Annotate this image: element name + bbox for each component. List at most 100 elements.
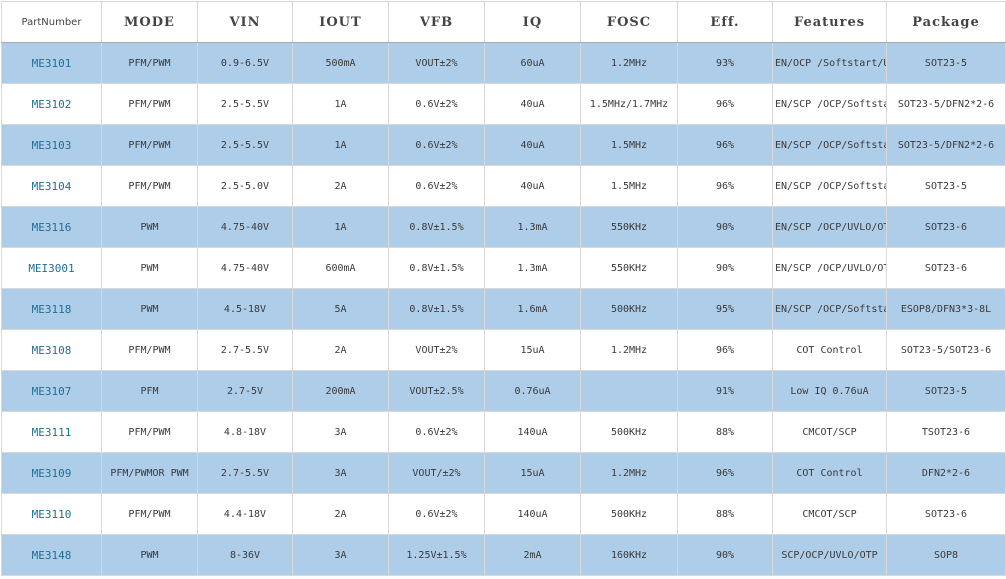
package-cell: DFN2*2-6 [886, 452, 1006, 494]
package-cell: SOT23-5 [886, 165, 1006, 207]
part-number-link[interactable]: ME3108 [1, 329, 102, 371]
part-number-link[interactable]: ME3148 [1, 534, 102, 576]
iq-cell: 40uA [484, 83, 581, 125]
part-number-link[interactable]: ME3116 [1, 206, 102, 248]
features-cell: EN/SCP /OCP/UVLO/OTP [772, 247, 887, 289]
mode-cell: PWM [101, 288, 198, 330]
iout-cell: 600mA [292, 247, 389, 289]
part-number-link[interactable]: MEI3001 [1, 247, 102, 289]
vin-cell: 4.75-40V [197, 206, 293, 248]
fosc-cell: 500KHz [580, 411, 678, 453]
vfb-cell: VOUT±2.5% [388, 370, 485, 412]
mode-cell: PFM/PWM [101, 411, 198, 453]
efficiency-cell: 96% [677, 452, 773, 494]
column-header-fosc: FOSC [580, 1, 678, 43]
mode-cell: PFM [101, 370, 198, 412]
table-row: ME3118 PWM 4.5-18V 5A 0.8V±1.5% 1.6mA 500KHz 95… [1, 288, 1006, 330]
table-row: ME3111 PFM/PWM 4.8-18V 3A 0.6V±2% 140uA 500KHz… [1, 411, 1006, 453]
efficiency-cell: 93% [677, 42, 773, 84]
iout-cell: 3A [292, 452, 389, 494]
part-number-link[interactable]: ME3107 [1, 370, 102, 412]
package-cell: SOT23-5/SOT23-6 [886, 329, 1006, 371]
package-cell: SOT23-5/DFN2*2-6 [886, 124, 1006, 166]
table-row: ME3102 PFM/PWM 2.5-5.5V 1A 0.6V±2% 40uA 1.5MHz… [1, 83, 1006, 125]
efficiency-cell: 90% [677, 534, 773, 576]
iout-cell: 5A [292, 288, 389, 330]
fosc-cell: 1.5MHz/1.7MHz [580, 83, 678, 125]
vfb-cell: 0.8V±1.5% [388, 288, 485, 330]
column-header-eff: Eff. [677, 1, 773, 43]
efficiency-cell: 96% [677, 165, 773, 207]
features-cell: EN/SCP /OCP/Softstart/OTP [772, 124, 887, 166]
mode-cell: PFM/PWM [101, 165, 198, 207]
table-row: ME3110 PFM/PWM 4.4-18V 2A 0.6V±2% 140uA 500KHz… [1, 493, 1006, 535]
features-cell: EN/SCP /OCP/UVLO/OTP [772, 206, 887, 248]
part-number-link[interactable]: ME3111 [1, 411, 102, 453]
vfb-cell: VOUT/±2% [388, 452, 485, 494]
column-header-vin: VIN [197, 1, 293, 43]
vfb-cell: VOUT±2% [388, 329, 485, 371]
table-body: ME3101 PFM/PWM 0.9-6.5V 500mA VOUT±2% 60uA 1.2… [1, 42, 1006, 576]
fosc-cell: 160KHz [580, 534, 678, 576]
column-header-features: Features [772, 1, 887, 43]
features-cell: Low IQ 0.76uA [772, 370, 887, 412]
vfb-cell: 0.8V±1.5% [388, 206, 485, 248]
part-number-link[interactable]: ME3103 [1, 124, 102, 166]
package-cell: SOT23-5/DFN2*2-6 [886, 83, 1006, 125]
iq-cell: 40uA [484, 124, 581, 166]
features-cell: EN/SCP /OCP/Softstart/OTP [772, 165, 887, 207]
features-cell: EN/OCP /Softstart/UVLO [772, 42, 887, 84]
table-header-row: PartNumber MODE VIN IOUT VFB IQ FOSC Eff… [1, 1, 1006, 43]
features-cell: COT Control [772, 329, 887, 371]
iq-cell: 15uA [484, 329, 581, 371]
vin-cell: 2.7-5V [197, 370, 293, 412]
iout-cell: 500mA [292, 42, 389, 84]
part-number-link[interactable]: ME3101 [1, 42, 102, 84]
fosc-cell: 1.2MHz [580, 452, 678, 494]
features-cell: EN/SCP /OCP/Softstart/OTP [772, 83, 887, 125]
part-number-link[interactable]: ME3104 [1, 165, 102, 207]
table-row: ME3107 PFM 2.7-5V 200mA VOUT±2.5% 0.76uA 91% Lo… [1, 370, 1006, 412]
iout-cell: 1A [292, 206, 389, 248]
package-cell: SOT23-6 [886, 206, 1006, 248]
efficiency-cell: 91% [677, 370, 773, 412]
iq-cell: 140uA [484, 493, 581, 535]
column-header-iout: IOUT [292, 1, 389, 43]
column-header-package: Package [886, 1, 1006, 43]
mode-cell: PWM [101, 534, 198, 576]
features-cell: EN/SCP /OCP/Softstart/OTP [772, 288, 887, 330]
fosc-cell: 550KHz [580, 247, 678, 289]
mode-cell: PFM/PWM [101, 124, 198, 166]
vfb-cell: 1.25V±1.5% [388, 534, 485, 576]
iq-cell: 1.6mA [484, 288, 581, 330]
iout-cell: 1A [292, 83, 389, 125]
iout-cell: 2A [292, 165, 389, 207]
vfb-cell: 0.6V±2% [388, 83, 485, 125]
features-cell: SCP/OCP/UVLO/OTP [772, 534, 887, 576]
vin-cell: 2.7-5.5V [197, 329, 293, 371]
vin-cell: 4.75-40V [197, 247, 293, 289]
table-row: ME3101 PFM/PWM 0.9-6.5V 500mA VOUT±2% 60uA 1.2… [1, 42, 1006, 84]
fosc-cell: 1.2MHz [580, 42, 678, 84]
iq-cell: 60uA [484, 42, 581, 84]
fosc-cell: 1.5MHz [580, 124, 678, 166]
iout-cell: 2A [292, 329, 389, 371]
package-cell: TSOT23-6 [886, 411, 1006, 453]
mode-cell: PFM/PWM [101, 329, 198, 371]
iout-cell: 200mA [292, 370, 389, 412]
vin-cell: 2.5-5.0V [197, 165, 293, 207]
mode-cell: PFM/PWMOR PWM [101, 452, 198, 494]
vin-cell: 8-36V [197, 534, 293, 576]
fosc-cell: 500KHz [580, 493, 678, 535]
part-number-link[interactable]: ME3102 [1, 83, 102, 125]
part-number-link[interactable]: ME3118 [1, 288, 102, 330]
table-row: ME3103 PFM/PWM 2.5-5.5V 1A 0.6V±2% 40uA 1.5MHz… [1, 124, 1006, 166]
part-number-link[interactable]: ME3110 [1, 493, 102, 535]
efficiency-cell: 88% [677, 493, 773, 535]
part-number-link[interactable]: ME3109 [1, 452, 102, 494]
fosc-cell: 550KHz [580, 206, 678, 248]
column-header-vfb: VFB [388, 1, 485, 43]
iq-cell: 1.3mA [484, 206, 581, 248]
